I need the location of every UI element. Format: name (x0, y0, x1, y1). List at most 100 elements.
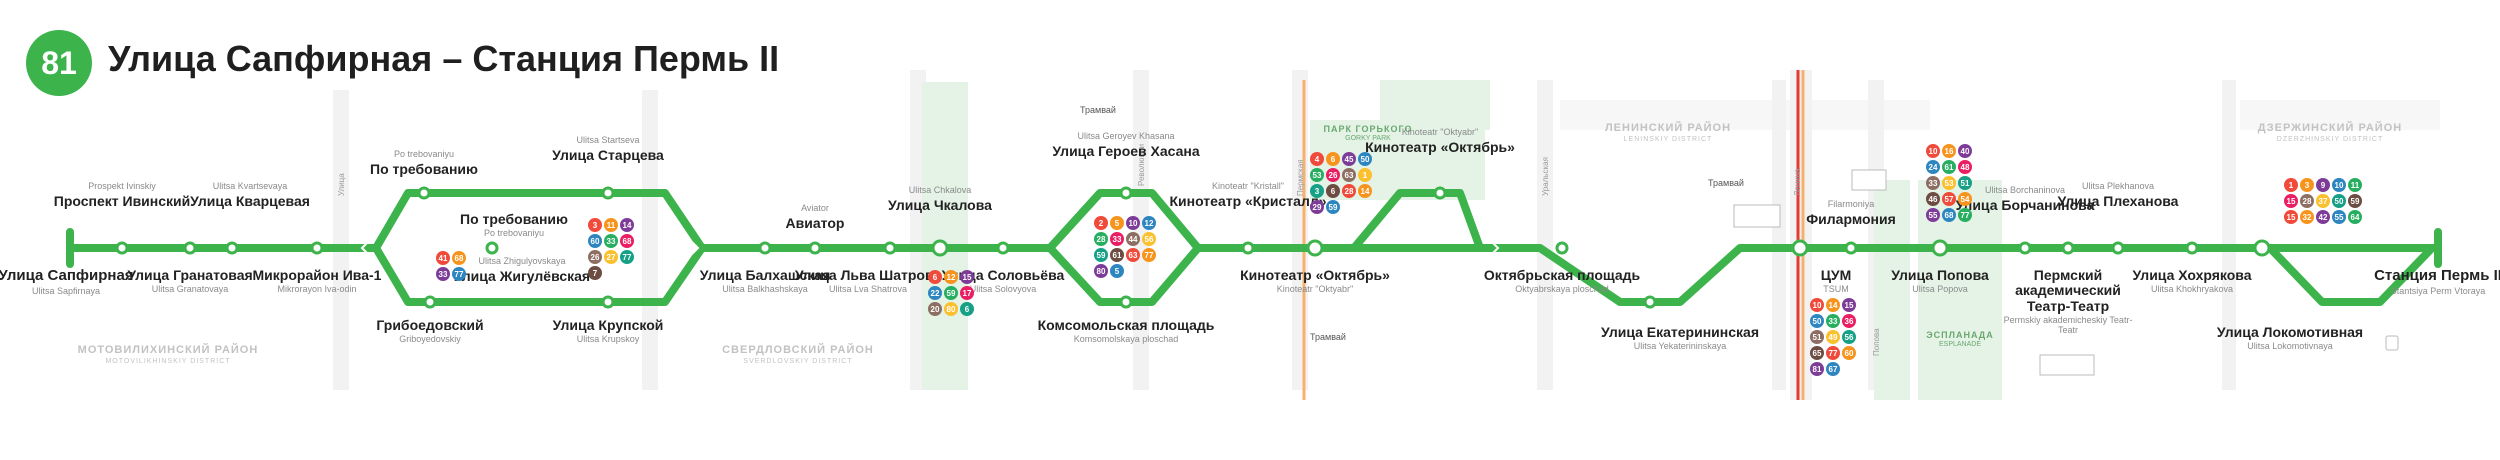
stop-dot-khokhryakova[interactable] (2185, 241, 2199, 255)
transfer-route-badge: 4 (1310, 152, 1324, 166)
stop-label-tsum: ЦУМ TSUM (1820, 267, 1852, 295)
transfer-route-badge: 46 (1926, 192, 1940, 206)
stop-label-lokomotivnaya: Улица Локомотивная Ulitsa Lokomotivnaya (2216, 324, 2364, 352)
transfer-route-badge: 14 (1358, 184, 1372, 198)
tram-label: Трамвай (1310, 332, 1346, 342)
stop-dot-oktyabrskaya[interactable] (1555, 241, 1569, 255)
transfer-route-badge: 59 (1094, 248, 1108, 262)
park-area (1380, 80, 1490, 130)
stop-label-oktyabrskaya: Октябрьская площадь Oktyabrskaya ploschad (1483, 267, 1641, 295)
street-strip (1133, 70, 1149, 390)
transfer-route-badge: 77 (1826, 346, 1840, 360)
stop-dot-startseva[interactable] (601, 186, 615, 200)
transfer-route-badge: 50 (1810, 314, 1824, 328)
district-dzerzhinsky: ДЗЕРЖИНСКИЙ РАЙОН DZERZHINSKIY DISTRICT (2257, 122, 2403, 143)
stop-dot-kristall[interactable] (1241, 241, 1255, 255)
direction-arrow (691, 241, 700, 255)
transfer-route-badge: 33 (1826, 314, 1840, 328)
stop-dot-kvartsevaya[interactable] (225, 241, 239, 255)
transfer-route-badge: 68 (1942, 208, 1956, 222)
stop-dot-popova[interactable] (1931, 239, 1949, 257)
stop-label-potreb2: По требованию Po trebovaniyu (460, 211, 568, 239)
transfer-route-badge: 77 (1958, 208, 1972, 222)
transfer-route-badge: 11 (604, 218, 618, 232)
stop-dot-khasana[interactable] (1119, 186, 1133, 200)
route-main (66, 189, 2442, 306)
transfer-route-badge: 63 (1342, 168, 1356, 182)
transfer-route-badge: 32 (2300, 210, 2314, 224)
transfer-route-badge: 12 (944, 270, 958, 284)
stop-label-ekaterininskaya: Улица Екатерининская Ulitsa Yekaterininsk… (1601, 324, 1759, 352)
stop-dot-krupskoy[interactable] (601, 295, 615, 309)
stop-label-perm2: Станция Пермь II Stantsiya Perm Vtoraya (2374, 267, 2500, 296)
transfer-route-badge: 15 (960, 270, 974, 284)
stop-dot-aviator[interactable] (808, 241, 822, 255)
stop-dot-solovyova[interactable] (996, 241, 1010, 255)
transfer-route-badge: 51 (1958, 176, 1972, 190)
transfer-route-badge: 55 (1926, 208, 1940, 222)
street-strip (642, 90, 658, 390)
stop-dot-filarmoniya[interactable] (1844, 241, 1858, 255)
stop-label-teatr: Пермский академический Театр-Театр Permsk… (2003, 267, 2133, 336)
stop-label-ivinsky: Prospekt Ivinskiy Проспект Ивинский (53, 181, 191, 209)
stop-dot-plekhanova[interactable] (2111, 241, 2125, 255)
transfer-route-badge: 28 (1342, 184, 1356, 198)
stop-label-plekhanova: Ulitsa Plekhanova Улица Плеханова (2057, 181, 2179, 209)
transfer-route-badge: 59 (2348, 194, 2362, 208)
transfer-route-badge: 77 (452, 267, 466, 281)
transfer-route-badge: 33 (604, 234, 618, 248)
transfer-route-badge: 17 (960, 286, 974, 300)
stop-dot-teatr[interactable] (2061, 241, 2075, 255)
stop-dot-komsomolskaya[interactable] (1119, 295, 1133, 309)
transfer-route-badge: 81 (1810, 362, 1824, 376)
stop-dot-chkalova[interactable] (931, 239, 949, 257)
transfer-route-badge: 24 (1926, 160, 1940, 174)
transfer-route-badge: 36 (1842, 314, 1856, 328)
route-loop-a (372, 244, 706, 306)
transfer-route-badge: 12 (1142, 216, 1156, 230)
district-sverdlovsky: СВЕРДЛОВСКИЙ РАЙОН SVERDLOVSKIY DISTRICT (722, 344, 874, 365)
transfer-route-badge: 55 (2332, 210, 2346, 224)
stop-dot-ivinsky[interactable] (115, 241, 129, 255)
tram-lines (1302, 70, 1805, 400)
transfer-route-badge: 14 (620, 218, 634, 232)
stop-dot-oktyabr2[interactable] (1433, 186, 1447, 200)
transfer-route-badge: 42 (2316, 210, 2330, 224)
transfer-route-badge: 28 (2300, 194, 2314, 208)
transfer-route-badge: 49 (1826, 330, 1840, 344)
transfer-route-badge: 10 (1810, 298, 1824, 312)
transfer-route-badge: 14 (1826, 298, 1840, 312)
street-label: Уральская (1541, 157, 1550, 196)
stop-dot-potreb1[interactable] (417, 186, 431, 200)
esplanade-area (1874, 180, 1910, 400)
transfer-route-badge: 10 (2332, 178, 2346, 192)
stop-dot-ekaterininskaya[interactable] (1643, 295, 1657, 309)
stop-label-aviator: Aviator Авиатор (785, 203, 845, 231)
stop-label-popova: Улица Попова Ulitsa Popova (1891, 267, 1989, 295)
stop-label-filarmoniya: Filarmoniya Филармония (1806, 199, 1896, 227)
stop-label-borchaninova: Ulitsa Borchaninova Улица Борчанинова (1955, 185, 2095, 213)
transfer-route-badge: 10 (1126, 216, 1140, 230)
transfer-route-badge: 3 (2300, 178, 2314, 192)
stop-dot-granatovaya[interactable] (183, 241, 197, 255)
stop-dot-lokomotivnaya[interactable] (2253, 239, 2271, 257)
stop-label-krupskoy: Улица Крупской Ulitsa Krupskoy (552, 317, 664, 345)
street-strips (333, 70, 2440, 400)
stop-dot-balkhashskaya[interactable] (758, 241, 772, 255)
transfer-route-badge: 16 (1942, 144, 1956, 158)
transfer-route-badge: 20 (928, 302, 942, 316)
stop-dot-shatrova[interactable] (883, 241, 897, 255)
stop-label-oktyabr2: Kinoteatr "Oktyabr" Кинотеатр «Октябрь» (1365, 127, 1515, 155)
stop-dot-borchaninova[interactable] (2018, 241, 2032, 255)
stop-dot-griboedovsky[interactable] (423, 295, 437, 309)
transfer-route-badge: 33 (1926, 176, 1940, 190)
stop-label-komsomolskaya: Комсомольская площадь Komsomolskaya plosc… (1037, 317, 1215, 345)
stop-dot-tsum[interactable] (1791, 239, 1809, 257)
stop-dot-iva1[interactable] (310, 241, 324, 255)
stop-dots (115, 186, 2271, 309)
transfer-route-badge: 26 (588, 250, 602, 264)
stop-dot-oktyabr1[interactable] (1306, 239, 1324, 257)
stop-dot-potreb2[interactable] (485, 241, 499, 255)
stop-label-iva1: Микрорайон Ива-1 Mikrorayon Iva-odin (252, 267, 382, 295)
